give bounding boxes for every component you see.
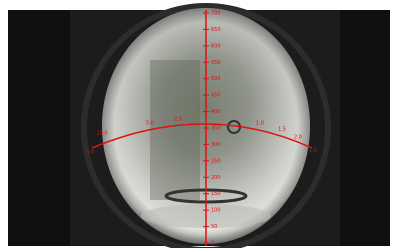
scale-label: 100 (211, 208, 221, 214)
arc-label: 2.5 (309, 148, 317, 154)
scale-label: 300 (211, 142, 221, 148)
scale-label: 400 (211, 109, 221, 115)
scale-label: 50 (211, 224, 217, 230)
scale-label: 500 (211, 76, 221, 82)
scale-label: 450 (211, 93, 221, 99)
arc-label: 5.0 (86, 150, 94, 156)
arc-label: 1.5 (278, 127, 286, 133)
scale-label: 150 (211, 191, 221, 197)
arc-label: 2.0 (294, 135, 302, 141)
arc-label: 10.0 (96, 131, 107, 137)
scale-label: 200 (211, 175, 221, 181)
scale-label: 600 (211, 43, 221, 49)
scene: 7006506005505004504003503002502001501005… (0, 0, 398, 248)
scale-label: 350 (211, 126, 221, 132)
scale-label: 650 (211, 27, 221, 33)
arc-label: 2.5 (174, 117, 182, 123)
scale-label: 0 (211, 241, 214, 247)
arc-label: 1.0 (256, 121, 264, 127)
shadow (150, 60, 200, 200)
scale-label: 250 (211, 158, 221, 164)
arc-label: 5.0 (146, 121, 154, 127)
scale-label: 550 (211, 60, 221, 66)
scale-label: 700 (211, 11, 221, 17)
